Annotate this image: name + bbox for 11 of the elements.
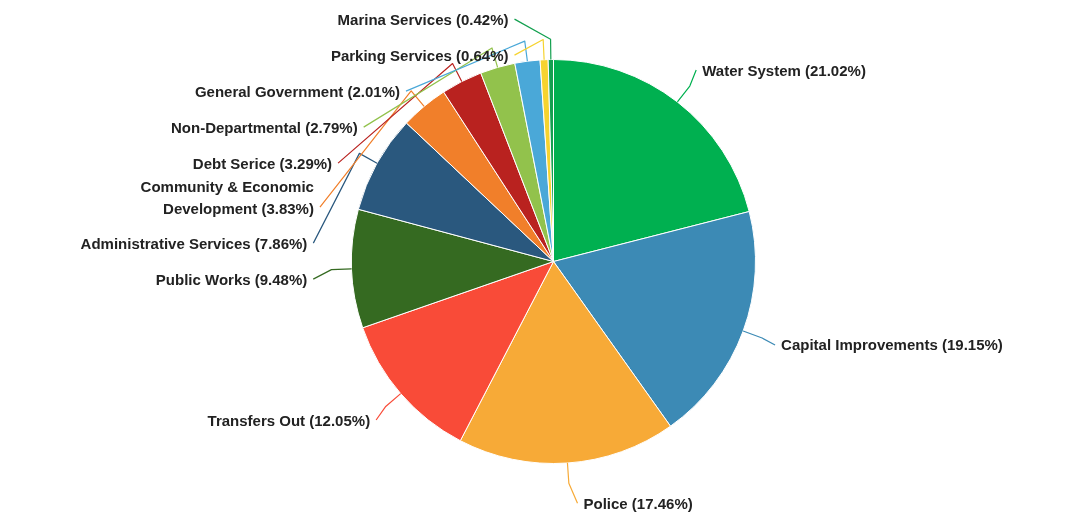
slice-label: Debt Serice (3.29%) (192, 154, 333, 172)
slice-label: Public Works (9.48%) (155, 270, 308, 288)
slice-label: Marina Services (0.42%) (337, 10, 509, 28)
slice-label: Community & Economic Development (3.83%) (140, 177, 314, 217)
slice-label: Water System (21.02%) (702, 61, 866, 79)
slice-label: Non-Departmental (2.79%) (170, 118, 358, 136)
slice-label: General Government (2.01%) (194, 82, 400, 100)
slice-label: Police (17.46%) (583, 494, 693, 512)
slice-label: Capital Improvements (19.15%) (781, 336, 1003, 354)
slice-label: Transfers Out (12.05%) (207, 411, 371, 429)
slice-label: Administrative Services (7.86%) (80, 234, 308, 252)
